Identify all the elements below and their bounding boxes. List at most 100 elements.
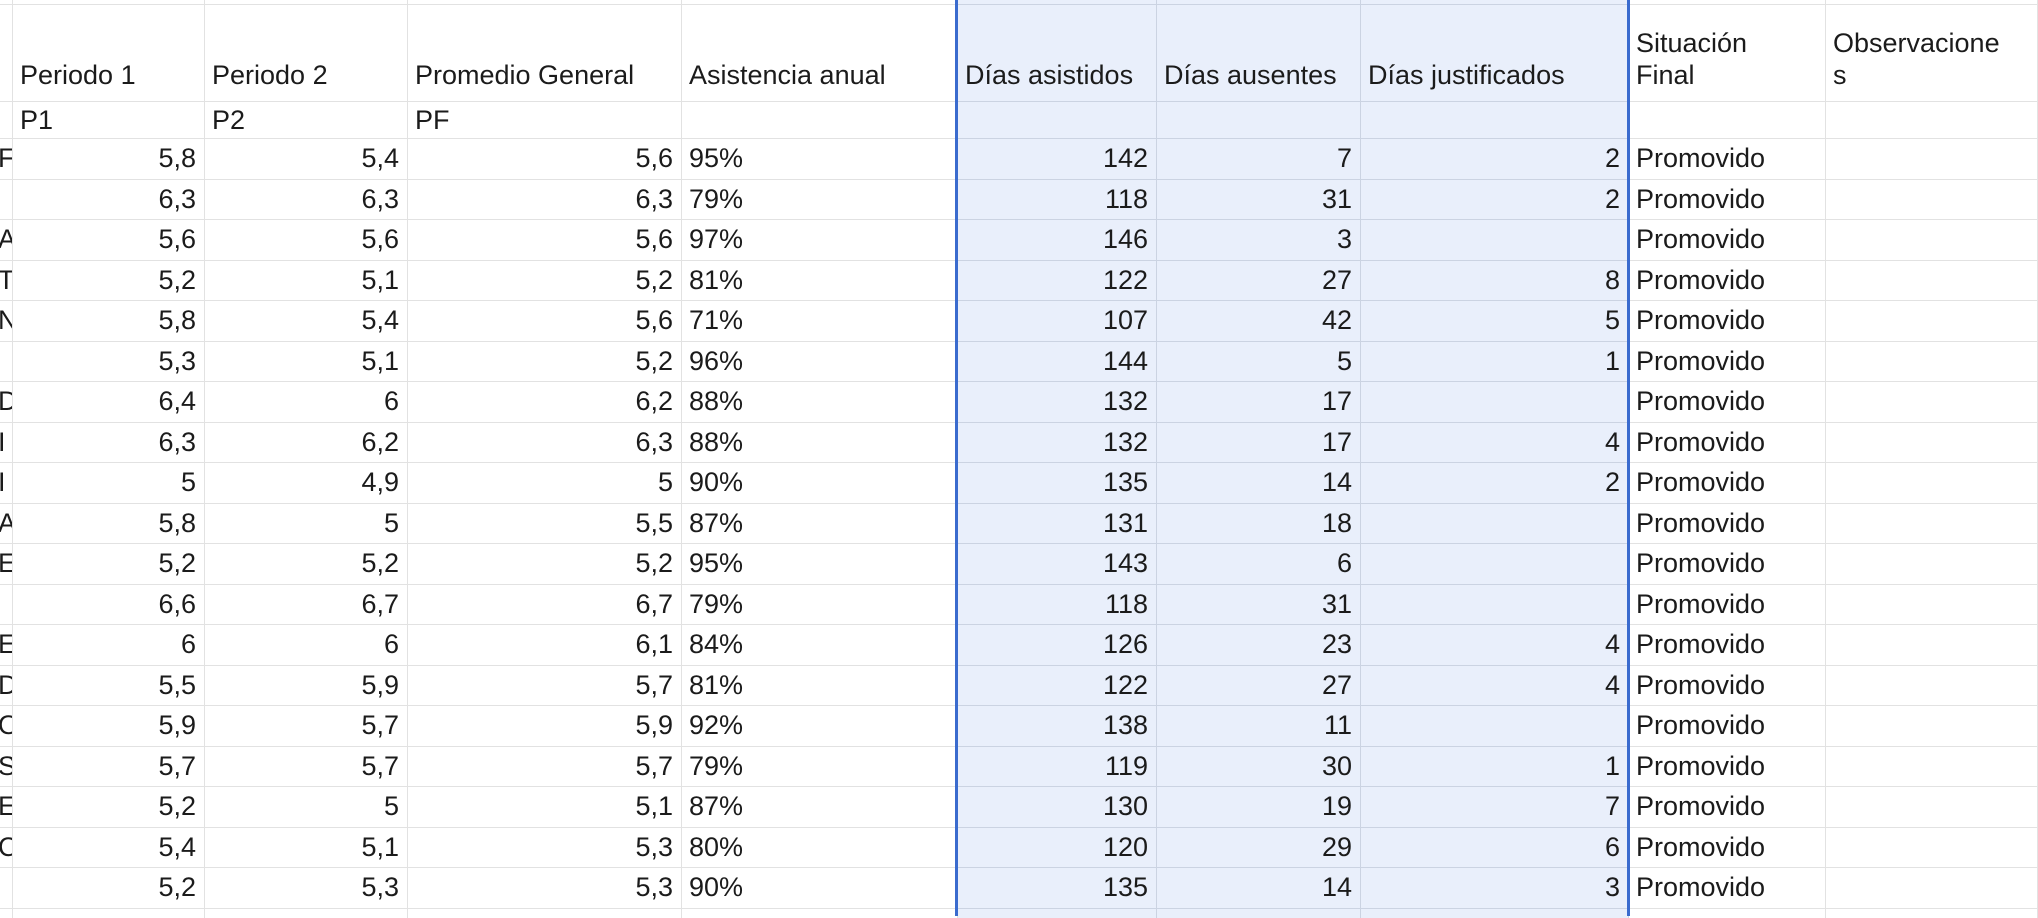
cell-asistencia-anual[interactable]: 97% [682,220,958,261]
cell-dias-asistidos[interactable]: 132 [958,422,1157,463]
cell-dias-ausentes[interactable]: 14 [1157,868,1361,909]
cell-asistencia-anual[interactable]: 87% [682,787,958,828]
cell-periodo1[interactable]: 6,4 [13,382,205,423]
cell-promedio-general[interactable]: 5,6 [408,139,682,180]
cell-situacion-final[interactable]: Promovido [1629,787,1826,828]
cell-periodo1[interactable]: 5,4 [13,827,205,868]
cell-asistencia-anual[interactable]: 81% [682,260,958,301]
cell-periodo1[interactable]: 6,3 [13,179,205,220]
cell-periodo2[interactable]: 5,3 [205,868,408,909]
cell-dias-asistidos[interactable]: 143 [958,544,1157,585]
cell-observaciones[interactable] [1826,179,2038,220]
cell-name-fragment[interactable] [0,584,13,625]
cell-observaciones[interactable] [1826,422,2038,463]
cell-promedio-general[interactable]: 5,1 [408,787,682,828]
cell-dias-asistidos[interactable]: 126 [958,625,1157,666]
cell-periodo1[interactable]: 5,9 [13,706,205,747]
header-cell-dias-asistidos[interactable]: Días asistidos [958,5,1157,102]
cell-asistencia-anual[interactable]: 95% [682,544,958,585]
cell-name-fragment[interactable]: S [0,746,13,787]
cell-periodo1[interactable]: 5 [13,463,205,504]
cell-periodo1[interactable]: 5,6 [13,220,205,261]
cell-periodo2[interactable]: 5 [205,503,408,544]
cell-dias-ausentes[interactable]: 6 [1157,544,1361,585]
cell-dias-asistidos[interactable]: 120 [958,827,1157,868]
cell-dias-ausentes[interactable]: 7 [1157,139,1361,180]
cell-observaciones[interactable] [1826,787,2038,828]
cell-dias-asistidos[interactable]: 131 [958,503,1157,544]
cell-promedio-general[interactable]: 5 [408,463,682,504]
cell-name-fragment[interactable] [0,868,13,909]
cell-dias-ausentes[interactable]: 29 [1157,827,1361,868]
cell-periodo2[interactable]: 5,4 [205,139,408,180]
cell-situacion-final[interactable]: Promovido [1629,422,1826,463]
cell-dias-justificados[interactable]: 7 [1361,787,1629,828]
cell-dias-justificados[interactable]: 6 [1361,827,1629,868]
cell-dias-justificados[interactable] [1361,706,1629,747]
cell-name-fragment[interactable] [0,341,13,382]
cell-periodo2[interactable]: 6,7 [205,584,408,625]
subheader-cell-dias-ausentes[interactable] [1157,102,1361,139]
cell-name-fragment[interactable]: O [0,706,13,747]
cell-observaciones[interactable] [1826,706,2038,747]
cell-asistencia-anual[interactable]: 81% [682,665,958,706]
cell-dias-asistidos[interactable]: 144 [958,341,1157,382]
cell-promedio-general[interactable]: 6,1 [408,625,682,666]
subheader-cell-periodo2[interactable]: P2 [205,102,408,139]
cell-dias-ausentes[interactable]: 30 [1157,746,1361,787]
cell-dias-justificados[interactable]: 2 [1361,179,1629,220]
subheader-cell-dias-justificados[interactable] [1361,102,1629,139]
cell-promedio-general[interactable]: 5,2 [408,341,682,382]
cell-periodo1[interactable]: 5,8 [13,503,205,544]
cell-dias-justificados[interactable]: 2 [1361,463,1629,504]
cell-dias-asistidos[interactable]: 118 [958,179,1157,220]
header-cell-dias-justificados[interactable]: Días justificados [1361,5,1629,102]
cell-situacion-final[interactable]: Promovido [1629,382,1826,423]
cell-asistencia-anual[interactable]: 80% [682,827,958,868]
cell-situacion-final[interactable]: Promovido [1629,301,1826,342]
cell-situacion-final[interactable]: Promovido [1629,341,1826,382]
cell-name-fragment[interactable]: A [0,220,13,261]
cell-dias-asistidos[interactable]: 132 [958,382,1157,423]
cell-promedio-general[interactable]: 5,5 [408,503,682,544]
cell-dias-justificados[interactable] [1361,584,1629,625]
subheader-cell-name-fragment[interactable] [0,102,13,139]
cell-dias-ausentes[interactable]: 19 [1157,787,1361,828]
cell-periodo2[interactable]: 5,2 [205,544,408,585]
cell-dias-ausentes[interactable]: 14 [1157,463,1361,504]
cell-asistencia-anual[interactable]: 79% [682,584,958,625]
cell-periodo2[interactable]: 5,1 [205,827,408,868]
cell-observaciones[interactable] [1826,665,2038,706]
cell-name-fragment[interactable]: F [0,139,13,180]
cell-name-fragment[interactable]: D [0,665,13,706]
cell-dias-justificados[interactable]: 8 [1361,260,1629,301]
cell-periodo2[interactable]: 5,7 [205,746,408,787]
cell-observaciones[interactable] [1826,341,2038,382]
cell-dias-justificados[interactable]: 1 [1361,746,1629,787]
cell-periodo2[interactable]: 5,6 [205,220,408,261]
cell-observaciones[interactable] [1826,220,2038,261]
cell-promedio-general[interactable]: 5,2 [408,260,682,301]
cell-promedio-general[interactable]: 5,2 [408,544,682,585]
cell-dias-asistidos[interactable]: 146 [958,220,1157,261]
header-cell-periodo1[interactable]: Periodo 1 [13,5,205,102]
cell-dias-justificados[interactable]: 4 [1361,625,1629,666]
cell-dias-justificados[interactable] [1361,220,1629,261]
cell-periodo1[interactable]: 5,5 [13,665,205,706]
cell-periodo2[interactable]: 5,1 [205,260,408,301]
cell-periodo1[interactable]: 5,2 [13,544,205,585]
cell-asistencia-anual[interactable]: 79% [682,746,958,787]
cell-observaciones[interactable] [1826,544,2038,585]
cell-observaciones[interactable] [1826,503,2038,544]
cell-dias-ausentes[interactable]: 31 [1157,179,1361,220]
cell-periodo2[interactable]: 5,9 [205,665,408,706]
cell-dias-asistidos[interactable]: 135 [958,463,1157,504]
cell-promedio-general[interactable]: 5,3 [408,827,682,868]
cell-dias-ausentes[interactable]: 31 [1157,584,1361,625]
cell-dias-ausentes[interactable]: 17 [1157,382,1361,423]
header-cell-periodo2[interactable]: Periodo 2 [205,5,408,102]
selection-border-right[interactable] [1627,0,1630,916]
cell-name-fragment[interactable] [0,179,13,220]
cell-situacion-final[interactable]: Promovido [1629,179,1826,220]
selection-border-left[interactable] [955,0,958,916]
